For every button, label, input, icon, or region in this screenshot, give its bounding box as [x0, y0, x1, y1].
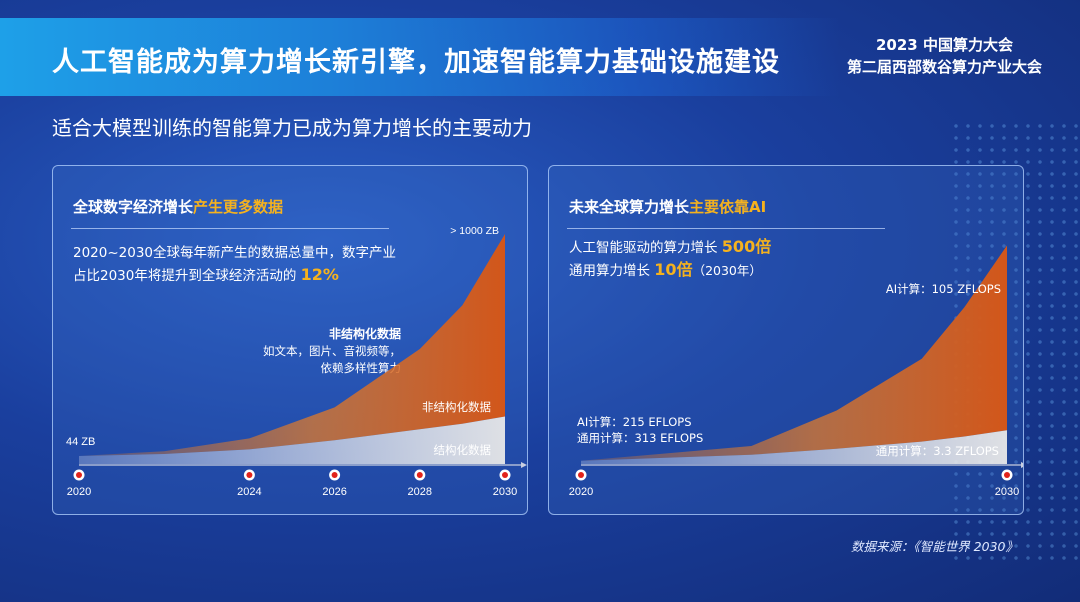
- desc-line-2-text: 占比2030年将提升到全球经济活动的: [73, 268, 301, 284]
- desc-highlight: 12%: [300, 265, 339, 284]
- unstructured-annotation: 非结构化数据 如文本，图片、音视频等， 依赖多样性算力: [263, 326, 401, 377]
- data-growth-chart: 2020 2024 2026 2028 2030 44 ZB > 1000 ZB 非结构化数据…: [66, 225, 527, 498]
- event-line-2: 第二届西部数谷算力产业大会: [846, 58, 1042, 76]
- title-banner: [0, 18, 840, 96]
- tick-marker-dot: [1004, 472, 1010, 478]
- annotation-line-1: 如文本，图片、音视频等，: [263, 344, 401, 358]
- desc-line-2-suffix: （2030年）: [692, 263, 762, 278]
- annotation-title: 非结构化数据: [328, 327, 401, 341]
- desc-line-2-text: 通用算力增长: [569, 263, 655, 279]
- title-underline: [71, 228, 389, 229]
- series-label-structured: 结构化数据: [434, 443, 492, 457]
- general-compute-area: [581, 430, 1007, 464]
- tick-marker-dot: [76, 472, 82, 478]
- desc-line-1-text: 人工智能驱动的算力增长: [569, 240, 722, 256]
- panel-title-a: 全球数字经济增长: [73, 198, 194, 216]
- panel-title: 未来全球算力增长主要依靠AI: [569, 196, 766, 217]
- tick-marker-dot: [416, 472, 423, 478]
- x-tick-label: 2030: [995, 486, 1019, 498]
- event-line-1: 2023 中国算力大会: [876, 36, 1013, 54]
- structured-data-area: [79, 416, 505, 464]
- title-underline: [567, 228, 885, 229]
- x-tick-label: 2028: [408, 486, 432, 498]
- tick-marker-dot: [502, 472, 508, 478]
- unstructured-data-area: [79, 234, 505, 456]
- compute-growth-chart: 2020 2030 AI计算：215 EFLOPS 通用计算：313 EFLOPS AI…: [569, 245, 1023, 498]
- end-ai-label: AI计算：105 ZFLOPS: [886, 282, 1001, 296]
- tick-marker-dot: [246, 472, 253, 478]
- source-note: 数据来源：《智能世界 2030》: [850, 539, 1018, 554]
- desc-line-2: 占比2030年将提升到全球经济活动的 12%: [73, 264, 396, 287]
- tick-marker-dot: [578, 472, 584, 478]
- page-subtitle: 适合大模型训练的智能算力已成为算力增长的主要动力: [52, 116, 532, 140]
- compute-growth-panel: 未来全球算力增长主要依靠AI 人工智能驱动的算力增长 500倍 通用算力增长 1…: [548, 165, 1024, 515]
- panel-title: 全球数字经济增长产生更多数据: [73, 196, 283, 217]
- start-ai-label: AI计算：215 EFLOPS: [577, 415, 692, 429]
- data-growth-panel: 全球数字经济增长产生更多数据 2020~2030全球每年新产生的数据总量中，数字…: [52, 165, 528, 515]
- x-axis-arrow: [1021, 462, 1023, 468]
- annotation-line-2: 依赖多样性算力: [320, 361, 402, 375]
- x-tick-label: 2020: [569, 486, 593, 498]
- desc-highlight-ai: 500倍: [721, 237, 772, 256]
- ai-compute-area: [581, 245, 1007, 461]
- desc-line-2: 通用算力增长 10倍（2030年）: [569, 259, 771, 282]
- panel-description: 人工智能驱动的算力增长 500倍 通用算力增长 10倍（2030年）: [569, 236, 771, 282]
- x-tick-label: 2020: [67, 486, 91, 498]
- tick-marker-dot: [331, 472, 338, 478]
- series-label-unstructured: 非结构化数据: [422, 400, 491, 414]
- desc-highlight-general: 10倍: [654, 260, 693, 279]
- panel-title-highlight: 主要依靠AI: [689, 198, 767, 216]
- end-general-label: 通用计算：3.3 ZFLOPS: [876, 444, 999, 458]
- desc-line-1: 2020~2030全球每年新产生的数据总量中，数字产业: [73, 245, 397, 261]
- desc-line-1: 人工智能驱动的算力增长 500倍: [569, 236, 771, 259]
- panel-description: 2020~2030全球每年新产生的数据总量中，数字产业 占比2030年将提升到全…: [73, 242, 396, 287]
- start-general-label: 通用计算：313 EFLOPS: [577, 431, 703, 445]
- start-value-label: 44 ZB: [66, 436, 95, 448]
- event-title: 2023 中国算力大会 第二届西部数谷算力产业大会: [847, 34, 1042, 78]
- end-value-label: > 1000 ZB: [450, 225, 499, 237]
- panel-title-highlight: 产生更多数据: [193, 198, 284, 216]
- x-tick-label: 2026: [322, 486, 346, 498]
- x-tick-label: 2030: [493, 486, 517, 498]
- panel-title-a: 未来全球算力增长: [569, 198, 690, 216]
- x-axis-arrow: [521, 462, 527, 468]
- page-title: 人工智能成为算力增长新引擎，加速智能算力基础设施建设: [52, 47, 780, 78]
- x-tick-label: 2024: [237, 486, 261, 498]
